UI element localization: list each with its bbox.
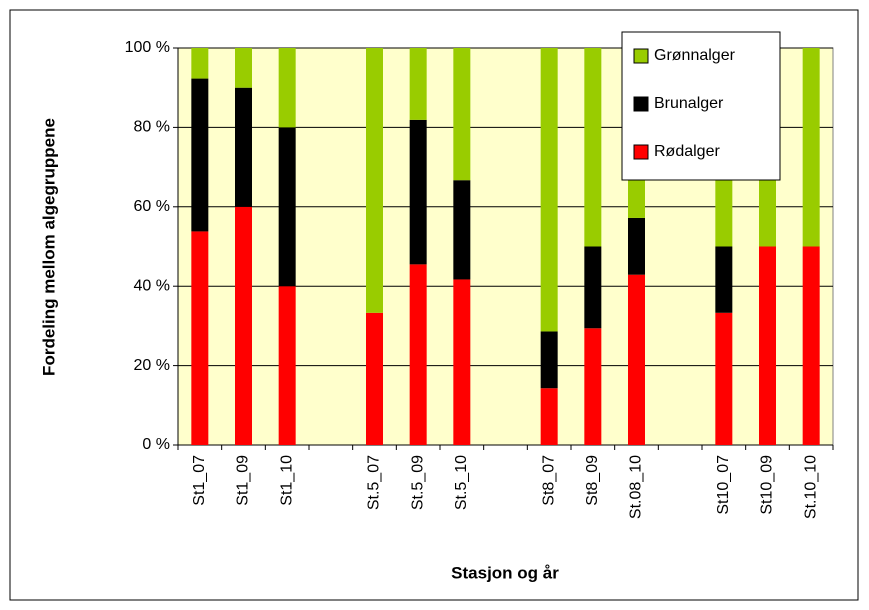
y-axis-title: Fordeling mellom algegruppene	[39, 118, 58, 376]
legend-swatch	[633, 96, 649, 112]
x-tick-label: St10_07	[715, 455, 732, 515]
bar-segment	[540, 331, 558, 389]
x-tick-label: St8_07	[540, 455, 557, 506]
x-tick-label: St.10_10	[802, 455, 819, 519]
bar-segment	[235, 48, 252, 88]
bar-segment	[540, 48, 558, 332]
bar-segment	[628, 274, 645, 445]
legend-swatch	[633, 48, 649, 64]
bar-segment	[453, 48, 471, 181]
x-tick-label: St8_09	[584, 455, 601, 506]
bar-segment	[191, 78, 209, 232]
bar-segment	[453, 279, 471, 445]
x-tick-label: St.5_10	[453, 455, 470, 510]
bar-segment	[628, 217, 645, 275]
bar-segment	[715, 312, 733, 445]
bar-segment	[540, 388, 558, 445]
x-tick-label: St10_09	[759, 455, 776, 515]
y-tick-label: 0 %	[142, 436, 170, 453]
x-tick-label: St.5_07	[366, 455, 383, 510]
y-tick-label: 80 %	[134, 119, 170, 136]
x-axis-title: Stasjon og år	[451, 563, 559, 582]
legend-label: Brunalger	[654, 95, 724, 112]
bar-segment	[409, 264, 427, 445]
x-tick-label: St1_09	[235, 455, 252, 506]
x-tick-label: St.5_09	[409, 455, 426, 510]
bar-segment	[409, 119, 427, 265]
bar-segment	[584, 246, 602, 329]
bar-segment	[584, 328, 602, 445]
bar-segment	[278, 48, 296, 128]
y-tick-label: 100 %	[125, 39, 170, 56]
bar-segment	[453, 180, 471, 280]
y-tick-label: 40 %	[134, 277, 170, 294]
y-tick-label: 20 %	[134, 357, 170, 374]
legend-label: Grønnalger	[654, 47, 736, 64]
bar-segment	[366, 312, 383, 445]
x-tick-label: St1_10	[278, 455, 295, 506]
x-tick-label: St.08_10	[628, 455, 645, 519]
bar-segment	[802, 246, 820, 445]
x-tick-label: St1_07	[191, 455, 208, 506]
bar-segment	[235, 206, 252, 445]
bar-segment	[715, 246, 733, 313]
bar-segment	[584, 48, 602, 247]
bar-segment	[191, 48, 209, 79]
bar-segment	[235, 87, 252, 207]
bar-segment	[409, 48, 427, 120]
bar-segment	[278, 286, 296, 445]
bar-segment	[759, 246, 776, 445]
bar-segment	[278, 127, 296, 287]
legend-label: Rødalger	[654, 143, 720, 160]
bar-segment	[366, 48, 383, 313]
bar-segment	[802, 48, 820, 247]
y-tick-label: 60 %	[134, 198, 170, 215]
bar-segment	[191, 231, 209, 445]
legend-swatch	[633, 144, 649, 160]
